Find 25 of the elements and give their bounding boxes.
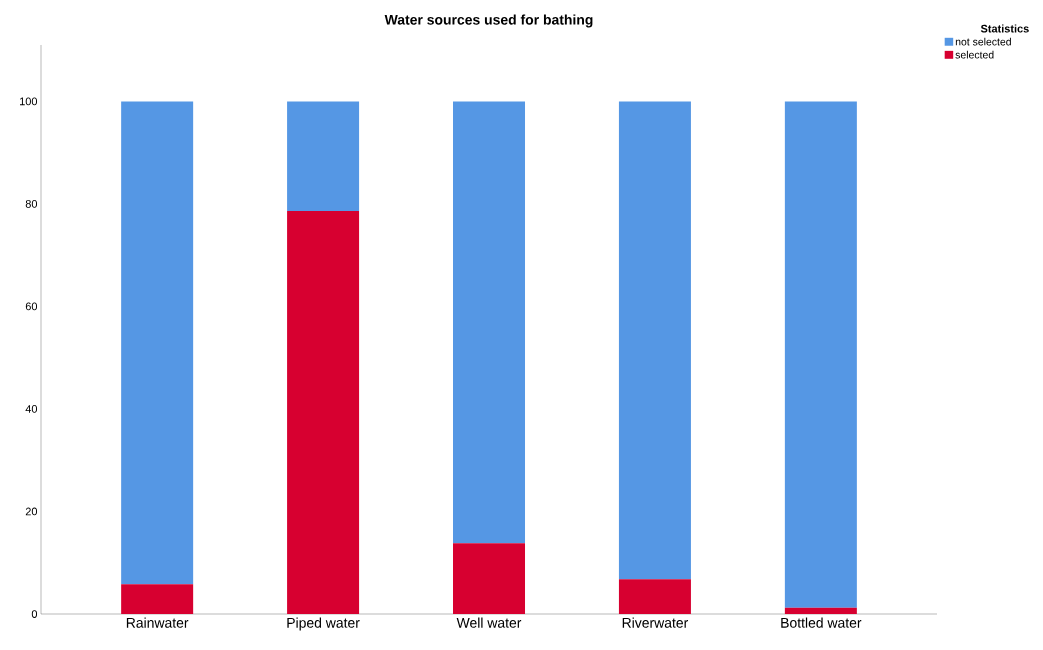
x-tick-label: Well water [456,617,522,628]
bar [784,101,857,608]
x-tick-label: Riverwater [622,617,689,628]
y-tick-label: 100 [20,97,38,106]
y-tick-label: 40 [25,405,38,413]
legend-label: not selected [955,37,1011,46]
bar [618,579,691,614]
bar [784,607,857,614]
x-tick-label: Bottled water [781,617,862,628]
bar [453,543,526,614]
bar [287,211,360,614]
legend-title: Statistics [980,24,1029,33]
legend-label: selected [955,50,994,59]
y-tick-label: 0 [31,610,38,618]
bar [287,101,360,212]
bar [453,101,526,544]
x-tick-label: Piped water [287,617,360,631]
chart-title: Water sources used for bathing [384,14,593,28]
y-tick-label: 80 [25,200,38,208]
x-tick-label: Rainwater [126,617,189,628]
y-tick-label: 20 [25,507,38,516]
bar [121,101,194,585]
bar [618,101,691,580]
bar [121,584,194,614]
y-tick-label: 60 [25,302,38,311]
